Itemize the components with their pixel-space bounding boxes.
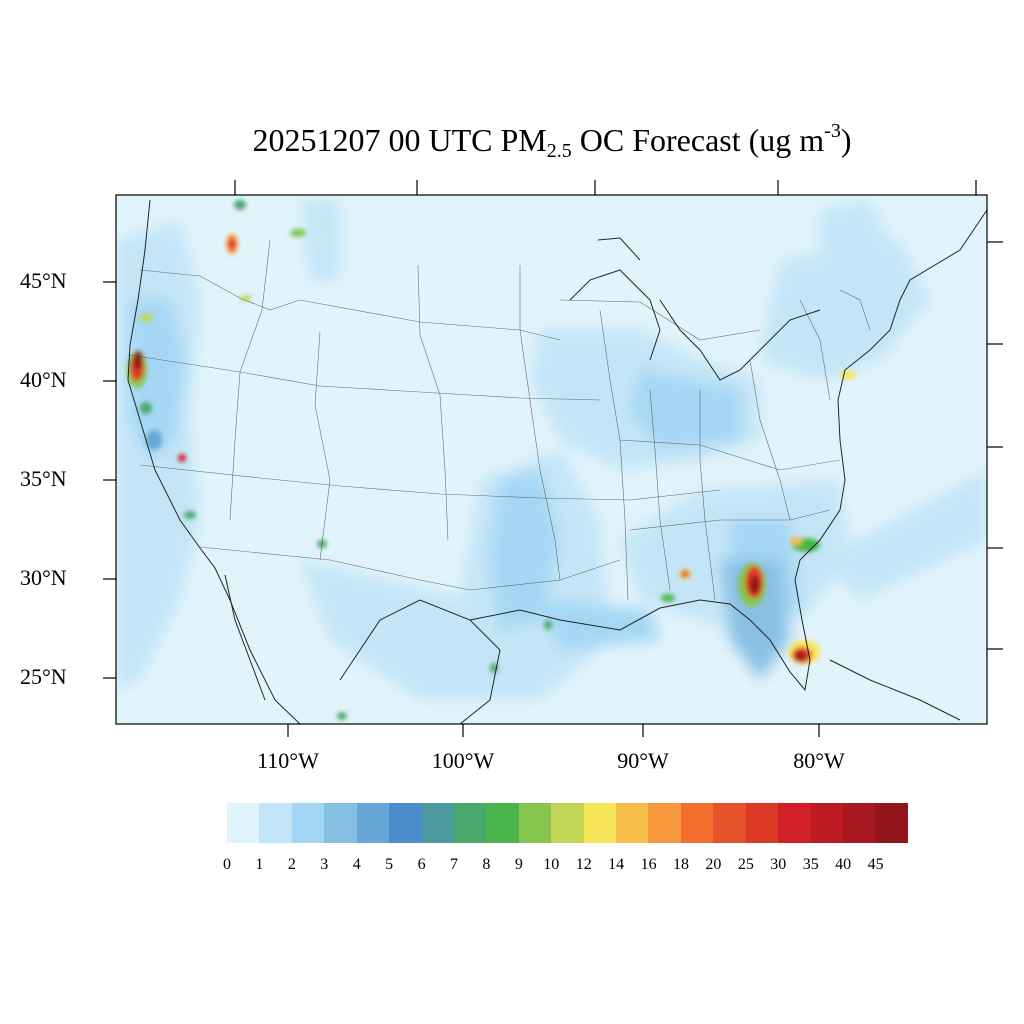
colorbar-cell-14 bbox=[680, 803, 714, 843]
colorbar-cell-5 bbox=[389, 803, 422, 843]
colorbar-cell-20 bbox=[875, 803, 908, 843]
colorbar-cell-3 bbox=[324, 803, 357, 843]
colorbar-cell-17 bbox=[778, 803, 811, 843]
colorbar-tick-label: 35 bbox=[802, 856, 819, 873]
colorbar-tick-label: 0 bbox=[223, 856, 231, 873]
colorbar-tick-label: 10 bbox=[543, 856, 560, 873]
colorbar-tick-label: 5 bbox=[385, 856, 394, 873]
colorbar-cell-15 bbox=[713, 803, 746, 843]
colorbar-tick-label: 14 bbox=[608, 856, 625, 873]
concentration-field bbox=[116, 195, 987, 724]
colorbar-tick-label: 12 bbox=[575, 856, 592, 873]
colorbar-cell-13 bbox=[648, 803, 681, 843]
colorbar-tick-label: 25 bbox=[737, 856, 754, 873]
lat-label-25n: 25°N bbox=[20, 664, 67, 689]
colorbar-cell-7 bbox=[453, 803, 487, 843]
colorbar-tick-label: 8 bbox=[482, 856, 491, 873]
colorbar-tick-label: 3 bbox=[320, 856, 329, 873]
colorbar bbox=[227, 803, 908, 843]
colorbar-tick-label: 1 bbox=[255, 856, 264, 873]
coastlines bbox=[127, 199, 987, 724]
colorbar-tick-label: 20 bbox=[705, 856, 722, 873]
colorbar-cell-4 bbox=[356, 803, 390, 843]
colorbar-tick-label: 45 bbox=[867, 856, 884, 873]
lon-label-110w: 110°W bbox=[257, 748, 319, 773]
colorbar-cell-10 bbox=[551, 803, 584, 843]
colorbar-tick-label: 6 bbox=[417, 856, 426, 873]
colorbar-tick-label: 9 bbox=[514, 856, 523, 873]
colorbar-cell-8 bbox=[486, 803, 519, 843]
lon-label-80w: 80°W bbox=[793, 748, 845, 773]
colorbar-tick-label: 30 bbox=[770, 856, 787, 873]
colorbar-tick-label: 4 bbox=[352, 856, 361, 873]
colorbar-cell-18 bbox=[810, 803, 844, 843]
colorbar-cell-11 bbox=[583, 803, 617, 843]
colorbar-cell-0 bbox=[227, 803, 260, 843]
colorbar-cell-1 bbox=[259, 803, 292, 843]
axis-ticks bbox=[103, 180, 1003, 737]
map-frame bbox=[115, 194, 988, 725]
map-title: 20251207 00 UTC PM2.5 OC Forecast (ug m-… bbox=[252, 120, 852, 162]
lat-label-45n: 45°N bbox=[20, 268, 67, 293]
colorbar-cell-9 bbox=[518, 803, 552, 843]
colorbar-cell-12 bbox=[616, 803, 649, 843]
hotspot-areas bbox=[127, 200, 856, 720]
colorbar-cell-6 bbox=[421, 803, 454, 843]
colorbar-cell-16 bbox=[745, 803, 779, 843]
lat-label-40n: 40°N bbox=[20, 367, 67, 392]
lat-label-30n: 30°N bbox=[20, 565, 67, 590]
colorbar-tick-label: 7 bbox=[450, 856, 458, 873]
colorbar-tick-label: 16 bbox=[640, 856, 657, 873]
lon-label-90w: 90°W bbox=[617, 748, 669, 773]
lon-label-100w: 100°W bbox=[431, 748, 495, 773]
colorbar-cell-2 bbox=[291, 803, 325, 843]
colorbar-tick-label: 40 bbox=[835, 856, 852, 873]
lat-label-35n: 35°N bbox=[20, 466, 67, 491]
colorbar-tick-label: 18 bbox=[673, 856, 689, 873]
state-boundaries bbox=[129, 239, 871, 601]
colorbar-cell-19 bbox=[843, 803, 876, 843]
colorbar-tick-label: 2 bbox=[287, 856, 296, 873]
